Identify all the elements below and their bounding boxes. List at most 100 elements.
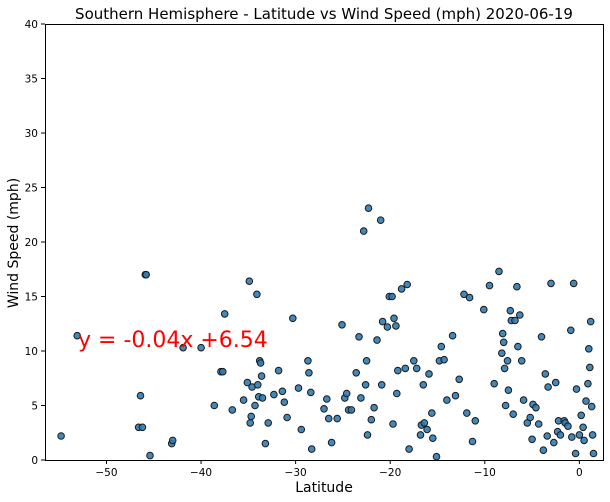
data-point [258,394,267,402]
data-point [503,357,512,365]
x-tick-label: −20 [379,467,401,479]
data-point [392,322,400,330]
data-point [278,387,287,396]
data-point [324,414,333,423]
data-point [253,290,261,299]
data-point [378,317,387,326]
y-tick-label: 30 [25,128,38,140]
data-point [425,370,433,378]
x-axis-label: Latitude [295,480,353,496]
data-point [367,415,376,424]
data-point [564,422,572,431]
data-point [526,413,535,422]
data-point [261,439,270,448]
data-point [253,381,262,389]
data-point [146,451,154,460]
data-point [247,412,255,421]
data-point [498,329,507,338]
data-point [568,433,576,441]
data-point [498,349,506,358]
data-point [257,372,266,380]
data-point [370,403,378,412]
data-point [283,413,291,422]
data-point [264,419,273,427]
data-point [251,401,259,410]
data-point [513,282,521,291]
y-axis-label: Wind Speed (mph) [6,178,22,308]
data-point [280,398,289,407]
y-tick-label: 10 [25,346,38,358]
data-point [585,345,593,353]
plot-frame [45,24,604,461]
data-point [210,401,219,410]
x-tick-label: −10 [474,467,496,479]
data-point [376,216,385,224]
y-tick-label: 20 [25,237,38,249]
data-point [455,375,464,384]
data-point [304,357,312,365]
data-point [429,434,437,443]
data-point [361,381,370,389]
data-point [219,367,227,376]
data-point [142,270,150,279]
data-point [440,355,448,364]
data-point [551,378,560,387]
data-point [342,389,351,398]
data-point [410,357,418,365]
y-tick-label: 5 [31,401,38,413]
data-point [323,395,331,403]
data-point [394,366,402,375]
data-point [57,432,65,440]
data-point [537,333,546,341]
y-tick-label: 25 [25,183,38,195]
data-point [471,417,480,425]
data-point [419,381,428,389]
data-point [587,402,596,411]
data-point [499,338,508,347]
data-point [516,311,524,319]
data-point [243,378,252,387]
data-point [588,431,597,439]
data-point [485,281,494,290]
data-point [514,342,522,351]
data-point [297,425,306,434]
data-point [168,436,177,445]
data-point [465,293,474,302]
data-point [582,397,590,405]
data-point [179,343,187,352]
x-tick-label: 0 [576,467,583,479]
data-point [274,366,283,375]
data-point [428,409,436,417]
data-point [393,389,401,398]
data-point [541,370,550,378]
data-point [519,396,528,404]
data-point [511,316,519,325]
data-point [448,331,457,340]
data-point [228,406,237,414]
data-point [539,446,548,455]
data-point [571,449,580,458]
y-tick-label: 35 [25,74,38,86]
data-point [501,401,510,410]
data-point [289,314,297,323]
data-point [504,386,513,395]
data-point [357,394,365,402]
data-point [197,343,205,352]
data-point [388,292,396,301]
data-point [403,280,412,289]
data-point [383,323,392,331]
data-point [136,391,145,400]
y-axis-ticks: 0 5 10 15 20 25 30 35 40 [25,19,45,467]
data-point [246,419,254,427]
data-point [359,227,368,235]
regression-equation: y = -0.04x +6.54 [78,328,268,353]
data-point [305,369,313,377]
data-point [443,396,451,404]
x-axis-ticks: −50 −40 −30 −20 −10 0 [95,460,583,479]
data-point [567,326,575,335]
data-point [220,310,229,318]
data-point [412,364,421,373]
data-point [401,364,410,373]
data-point [363,431,372,439]
data-point [347,406,356,414]
